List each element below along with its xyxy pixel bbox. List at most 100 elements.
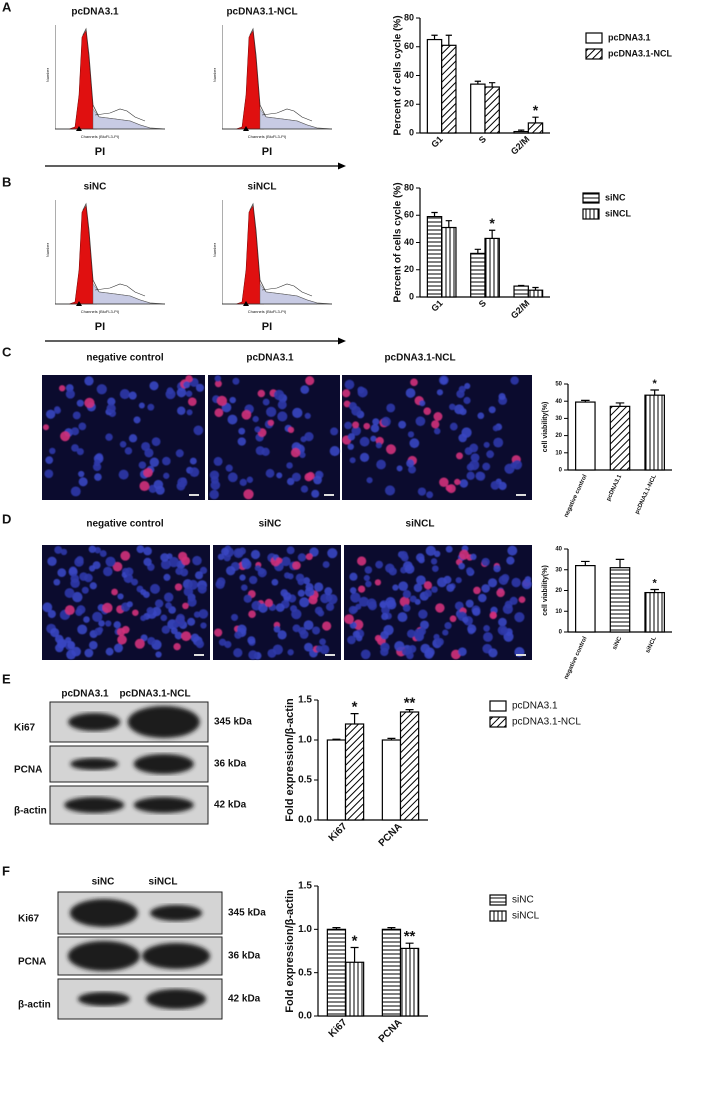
x-tick-label: PCNA: [377, 1017, 405, 1045]
y-tick-label: 0: [559, 630, 563, 636]
error-bar: [650, 389, 659, 396]
cell: [47, 556, 57, 566]
cell: [181, 631, 192, 642]
cell: [273, 389, 285, 401]
cell: [60, 431, 71, 442]
cell: [84, 648, 94, 658]
x-tick-label: G1: [429, 298, 445, 314]
cell: [49, 447, 56, 455]
cell: [198, 609, 209, 619]
cell: [225, 565, 236, 576]
cell: [176, 387, 187, 398]
cell: [189, 467, 200, 478]
cell: [233, 648, 243, 658]
cell: [241, 557, 250, 567]
cell: [178, 551, 188, 561]
cell: [166, 387, 174, 395]
x-tick-label: Ki67: [327, 821, 350, 844]
flow-axis-label: PI: [95, 146, 105, 158]
cell: [74, 557, 84, 567]
bar: [513, 130, 529, 134]
cell: [55, 643, 64, 653]
bar: [326, 739, 347, 821]
cell: [277, 630, 287, 640]
cell: [96, 384, 107, 395]
cell: [419, 400, 426, 407]
x-tick-label: S: [477, 134, 488, 145]
cell: [267, 648, 277, 658]
flow-axis-label: PI: [95, 321, 105, 333]
cell: [68, 567, 78, 577]
flow-histogram: [55, 200, 165, 305]
cell: [507, 545, 518, 556]
cell: [258, 603, 268, 613]
cell: [185, 390, 193, 397]
cell: [409, 595, 417, 603]
blot-size-label: 36 kDa: [214, 759, 247, 770]
y-axis-label: Percent of cells cycle (%): [393, 182, 404, 302]
cell: [444, 622, 452, 630]
bar: [399, 947, 420, 1017]
cell: [425, 545, 436, 556]
cell: [350, 592, 361, 603]
cell: [302, 577, 311, 585]
legend-swatch: [489, 700, 507, 712]
flow-histogram: [55, 25, 165, 130]
y-tick-label: 40: [404, 237, 414, 247]
cell: [150, 583, 161, 594]
cell: [467, 624, 477, 634]
cells: [344, 545, 532, 660]
cell: [78, 477, 88, 487]
bar: [344, 723, 365, 821]
bar: [484, 237, 500, 298]
cell: [58, 385, 66, 392]
cell: [454, 478, 461, 486]
cell: [446, 583, 455, 592]
cell: [193, 611, 201, 618]
y-tick-label: 40: [555, 547, 562, 553]
cell: [360, 649, 371, 660]
y-tick-label: 60: [404, 41, 414, 51]
bar: [644, 591, 665, 633]
cell: [217, 553, 225, 561]
cell: [81, 586, 89, 594]
cell: [418, 556, 425, 564]
cell: [126, 601, 133, 608]
cell: [304, 472, 313, 482]
legend-label: pcDNA3.1-NCL: [608, 48, 673, 58]
cell: [400, 553, 409, 562]
blot-band: [133, 754, 194, 774]
cell: [275, 603, 285, 612]
scale-bar: [516, 654, 526, 656]
cell: [449, 403, 456, 411]
error-bar: [532, 116, 539, 123]
cell: [119, 389, 130, 400]
cell: [45, 456, 54, 464]
flow-marker: [243, 301, 249, 306]
arrow-head: [338, 337, 346, 345]
cell: [292, 561, 301, 570]
bar: [644, 394, 665, 471]
x-tick-label: PCNA: [377, 821, 405, 849]
cell: [136, 545, 145, 554]
cell: [102, 602, 113, 614]
cell: [367, 601, 377, 611]
cell: [155, 651, 162, 658]
cell: [432, 565, 439, 572]
bar: [344, 961, 365, 1017]
error-bar: [387, 927, 396, 930]
cell: [304, 412, 311, 420]
cell: [459, 479, 469, 488]
cell: [347, 433, 356, 441]
cell: [410, 378, 418, 387]
cell: [243, 489, 254, 500]
cell: [458, 562, 465, 570]
cell: [327, 548, 338, 559]
cell: [498, 392, 506, 401]
cell: [264, 598, 273, 607]
cell: [77, 624, 88, 635]
cell: [54, 634, 64, 644]
cell: [106, 403, 116, 414]
cell: [481, 557, 490, 567]
error-bar: [350, 946, 359, 963]
